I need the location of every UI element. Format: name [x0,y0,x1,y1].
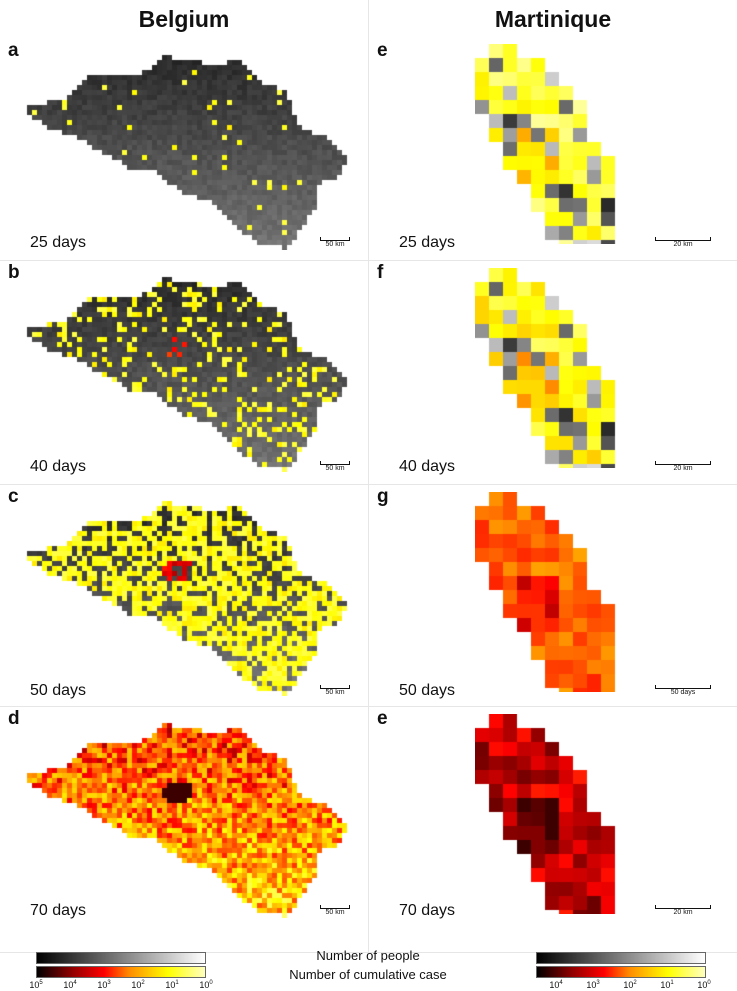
row-divider [0,706,737,707]
scale-bar-line [655,237,711,241]
scale-bar: 50 km [320,461,350,472]
people-colorbar-left [36,952,206,964]
cases-colorbar-right [536,966,706,978]
scale-bar-line [320,905,350,909]
colorbar-tick: 100 [697,980,711,990]
belgium-map [12,50,352,250]
row-divider [0,260,737,261]
martinique-map [475,44,645,244]
scale-bar-text: 50 km [325,241,345,248]
panel-e-martinique: e 70 days 20 km [369,706,737,952]
martinique-map [475,714,645,914]
cases-legend-label: Number of cumulative case [289,967,447,982]
scale-bar-text: 50 km [325,909,345,916]
martinique-map [475,492,645,692]
scale-bar: 50 km [320,685,350,696]
row-divider [0,952,737,953]
colorbar-tick: 105 [29,980,43,990]
colorbar-tick: 102 [623,980,637,990]
scale-bar: 20 km [655,905,711,916]
scale-bar: 50 days [655,685,711,696]
days-label: 50 days [399,682,456,699]
panel-g-martinique: g 50 days 50 days [369,484,737,708]
header-martinique: Martinique [494,6,612,32]
scale-bar-text: 20 km [673,909,693,916]
scale-bar-text: 50 days [670,689,696,696]
colorbar-tick: 101 [660,980,674,990]
belgium-map [12,718,352,918]
colorbar-tick: 101 [165,980,179,990]
people-colorbar-right [536,952,706,964]
panel-label: e [377,708,388,729]
days-label: 70 days [399,902,456,919]
colorbar-tick: 103 [586,980,600,990]
days-label: 40 days [399,458,456,475]
colorbar-tick: 102 [131,980,145,990]
days-label: 40 days [30,458,87,475]
scale-bar-line [655,685,711,689]
column-divider [368,0,369,952]
scale-bar: 50 km [320,905,350,916]
scale-bar-text: 50 km [325,689,345,696]
colorbar-tick: 104 [549,980,563,990]
scale-bar-line [320,461,350,465]
row-divider [0,484,737,485]
panel-label: f [377,262,384,283]
colorbar-tick: 104 [63,980,77,990]
scale-bar: 20 km [655,237,711,248]
scale-bar-line [320,237,350,241]
days-label: 25 days [30,234,87,251]
scale-bar-text: 20 km [673,241,693,248]
cases-colorbar-left [36,966,206,978]
panel-f-martinique: f 40 days 20 km [369,260,737,484]
belgium-map [12,272,352,472]
panel-label: e [377,40,388,61]
belgium-map [12,496,352,696]
scale-bar: 50 km [320,237,350,248]
days-label: 70 days [30,902,87,919]
panel-e-martinique: e 25 days 20 km [369,32,737,260]
scale-bar-text: 50 km [325,465,345,472]
scale-bar-text: 20 km [673,465,693,472]
colorbar-tick: 100 [199,980,213,990]
scale-bar-line [655,461,711,465]
days-label: 50 days [30,682,87,699]
panel-label: g [377,486,389,507]
scale-bar-line [655,905,711,909]
header-belgium: Belgium [138,6,230,32]
people-legend-label: Number of people [316,948,420,963]
colorbar-tick: 103 [97,980,111,990]
scale-bar-line [320,685,350,689]
days-label: 25 days [399,234,456,251]
scale-bar: 20 km [655,461,711,472]
martinique-map [475,268,645,468]
